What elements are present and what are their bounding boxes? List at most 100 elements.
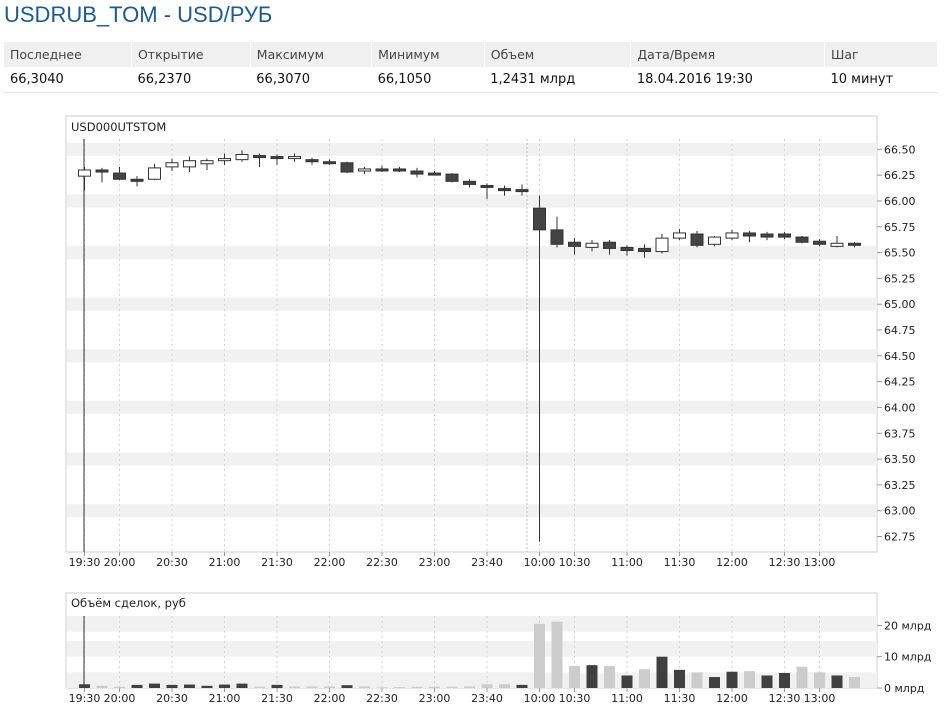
volume-bar [604, 666, 615, 688]
price-y-tick-label: 64.50 [884, 350, 916, 363]
price-x-tick-label: 20:00 [104, 556, 136, 569]
volume-bar [761, 675, 773, 688]
candle-body [813, 240, 826, 245]
volume-bar [376, 687, 388, 689]
volume-bar [621, 675, 633, 688]
volume-x-tick-label: 20:00 [104, 692, 136, 705]
volume-chart-title: Объём сделок, руб [71, 596, 186, 610]
volume-bar [254, 686, 265, 688]
price-y-tick-label: 65.25 [884, 272, 916, 285]
candle-body [603, 241, 616, 249]
candle-body [778, 233, 791, 238]
volume-bar [219, 684, 230, 688]
price-x-tick-label: 22:00 [314, 556, 346, 569]
volume-bar [131, 684, 143, 688]
candle-body [830, 242, 844, 247]
volume-bar [166, 684, 178, 688]
price-grid-band [67, 142, 877, 156]
volume-bar [149, 683, 160, 688]
volume-x-tick-label: 22:30 [366, 692, 398, 705]
volume-bar [271, 684, 283, 688]
candle-body [550, 229, 564, 245]
candle-body [305, 159, 319, 163]
price-x-tick-label: 13:00 [804, 556, 836, 569]
volume-x-tick-label: 20:30 [156, 692, 188, 705]
candle-body [183, 160, 196, 168]
price-y-tick-label: 65.50 [884, 247, 916, 260]
volume-y-tick-label: 10 млрд [884, 651, 932, 664]
volume-bar [709, 677, 720, 688]
volume-x-tick-label: 11:00 [611, 692, 643, 705]
volume-bar [831, 675, 843, 688]
price-chart-title: USD000UTSTOM [71, 120, 166, 134]
volume-bar [691, 672, 703, 688]
volume-x-tick-label: 22:00 [314, 692, 346, 705]
price-x-tick-label: 20:30 [156, 556, 188, 569]
candle-body [760, 233, 774, 238]
stats-value-open: 66,2370 [131, 67, 251, 93]
stats-header-volume: Объем [484, 42, 632, 67]
stats-table: Последнее Открытие Максимум Минимум Объе… [4, 42, 939, 93]
candle-body [725, 232, 739, 239]
candle-body [78, 169, 91, 177]
stats-value-row: 66,3040 66,2370 66,3070 66,1050 1,2431 м… [4, 67, 938, 93]
candle-body [655, 237, 669, 253]
candle-body [743, 232, 756, 237]
candle-body [708, 236, 721, 245]
price-x-tick-label: 23:40 [471, 556, 503, 569]
volume-grid-band [67, 672, 877, 688]
volume-x-tick-label: 13:00 [804, 692, 836, 705]
price-panel-frame [65, 115, 878, 553]
stats-header-last: Последнее [4, 42, 132, 67]
volume-bar [324, 686, 335, 688]
volume-bar [656, 656, 668, 688]
candle-body [533, 207, 546, 231]
candle-body [288, 156, 301, 160]
volume-bar [481, 684, 493, 688]
volume-bar [534, 623, 545, 688]
candle-body [463, 180, 476, 185]
candle-body [130, 178, 144, 182]
candle-body [410, 170, 424, 175]
price-x-tick-label: 19:30 [69, 556, 101, 569]
volume-x-tick-label: 12:30 [769, 692, 801, 705]
price-y-tick-label: 66.00 [884, 195, 916, 208]
volume-bar [464, 686, 475, 688]
price-x-tick-label: 11:00 [611, 556, 643, 569]
volume-x-tick-label: 23:00 [419, 692, 451, 705]
candle-body [340, 162, 354, 173]
volume-bar [674, 669, 685, 688]
price-y-tick-label: 65.00 [884, 298, 916, 311]
candle-body [848, 242, 861, 246]
stats-header-high: Максимум [250, 42, 373, 67]
volume-bar [96, 685, 108, 688]
price-grid-band [67, 400, 877, 414]
price-y-tick-label: 66.50 [884, 143, 916, 156]
price-grid-band [67, 194, 877, 208]
price-grid-band [67, 349, 877, 363]
volume-bar [236, 683, 248, 688]
candle-body [358, 168, 371, 172]
candle-body [393, 168, 406, 172]
volume-bar [359, 686, 370, 688]
price-y-tick-label: 64.25 [884, 376, 916, 389]
price-x-tick-label: 10:30 [559, 556, 591, 569]
stats-header-datetime: Дата/Время [630, 42, 825, 67]
volume-x-tick-label: 10:00 [524, 692, 556, 705]
stats-header-open: Открытие [131, 42, 251, 67]
price-y-tick-label: 63.00 [884, 505, 916, 518]
candle-body [235, 153, 249, 161]
candle-body [375, 168, 389, 172]
price-y-tick-label: 66.25 [884, 169, 916, 182]
price-grid-band [67, 246, 877, 260]
price-grid-band [67, 297, 877, 311]
volume-bar [551, 621, 563, 688]
volume-grid-band [67, 641, 877, 657]
volume-bar [744, 671, 755, 688]
volume-y-tick-label: 20 млрд [884, 619, 932, 632]
volume-bar [289, 686, 300, 688]
stats-header-row: Последнее Открытие Максимум Минимум Объе… [4, 42, 939, 67]
candle-body [113, 172, 126, 180]
volume-bar [639, 669, 650, 688]
